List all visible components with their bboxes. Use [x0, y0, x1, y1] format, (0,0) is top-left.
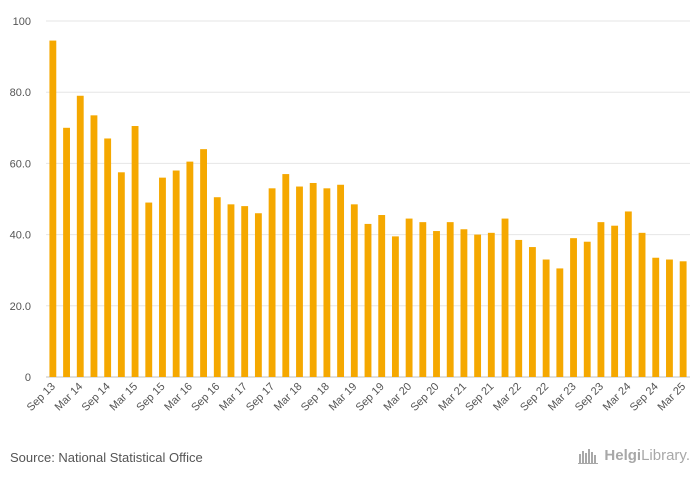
- bar: [76, 95, 84, 377]
- bar: [296, 186, 303, 377]
- bar: [104, 138, 112, 377]
- bar: [611, 225, 619, 377]
- bar: [268, 188, 276, 377]
- bar: [172, 170, 180, 377]
- x-tick-label: Mar 23: [546, 381, 579, 414]
- bar: [624, 211, 632, 377]
- brand-suffix: .: [685, 447, 690, 464]
- y-tick-label: 60.0: [10, 158, 31, 170]
- x-tick-label: Mar 22: [491, 381, 524, 414]
- x-tick-label: Mar 14: [53, 381, 86, 414]
- x-tick-label: Sep 24: [628, 381, 661, 414]
- y-tick-label: 20.0: [10, 301, 31, 313]
- bar: [446, 222, 454, 377]
- bar: [378, 215, 386, 377]
- bar: [131, 126, 139, 378]
- bar: [460, 229, 468, 377]
- bar: [501, 218, 509, 377]
- bar: [227, 204, 235, 377]
- x-tick-label: Sep 13: [25, 381, 58, 414]
- bar: [405, 218, 413, 377]
- x-tick-label: Mar 18: [272, 381, 305, 414]
- bar: [254, 213, 262, 377]
- x-tick-label: Sep 16: [189, 381, 222, 414]
- x-tick-label: Mar 24: [601, 381, 634, 414]
- bar: [49, 40, 57, 377]
- x-tick-label: Sep 17: [244, 381, 277, 414]
- bar: [487, 232, 495, 377]
- x-tick-label: Sep 22: [518, 381, 551, 414]
- bar: [364, 223, 372, 377]
- bar: [638, 232, 646, 377]
- x-tick-label: Mar 20: [382, 381, 415, 414]
- x-tick-label: Sep 20: [408, 381, 441, 414]
- bar: [652, 257, 660, 377]
- bar: [309, 182, 317, 377]
- chart-bars: [49, 40, 687, 378]
- brand-first: Helgi: [604, 447, 642, 464]
- x-tick-label: Sep 15: [134, 381, 167, 414]
- bar: [583, 241, 591, 377]
- y-axis-ticks: 0 20.0 40.0 60.0 80.0 100: [10, 16, 31, 384]
- bar: [350, 204, 358, 377]
- brand-second: Library: [641, 447, 686, 464]
- bar: [679, 261, 687, 377]
- x-tick-label: Mar 17: [217, 381, 250, 414]
- y-tick-label: 100: [13, 16, 31, 28]
- bar: [241, 206, 249, 377]
- bar: [419, 222, 427, 377]
- y-tick-label: 40.0: [10, 230, 31, 242]
- bar: [186, 161, 194, 377]
- bar: [556, 268, 564, 377]
- y-tick-label: 80.0: [10, 87, 31, 99]
- bar: [542, 259, 550, 377]
- x-tick-label: Mar 19: [327, 381, 360, 414]
- x-tick-label: Sep 19: [354, 381, 387, 414]
- bar: [282, 174, 290, 377]
- bar: [159, 177, 166, 377]
- library-icon: [578, 448, 599, 464]
- bar: [117, 172, 125, 377]
- bar: [391, 236, 399, 377]
- bar: [666, 259, 673, 377]
- bar: [145, 202, 153, 377]
- x-tick-label: Mar 16: [162, 381, 195, 414]
- x-tick-label: Sep 18: [299, 381, 332, 414]
- x-tick-label: Sep 21: [463, 381, 496, 414]
- bar: [323, 188, 331, 377]
- x-tick-label: Mar 25: [656, 381, 689, 414]
- bar: [570, 238, 577, 377]
- source-note: Source: National Statistical Office: [10, 450, 203, 465]
- bar: [529, 247, 536, 377]
- x-tick-label: Sep 14: [80, 381, 113, 414]
- bar: [90, 115, 98, 377]
- bar: [213, 197, 221, 377]
- x-tick-label: Mar 15: [107, 381, 140, 414]
- y-tick-label: 0: [25, 372, 31, 384]
- bar: [200, 149, 207, 377]
- bar: [597, 222, 605, 377]
- bar: [474, 234, 482, 377]
- bar: [63, 127, 70, 377]
- bar: [337, 184, 345, 377]
- bar: [515, 239, 523, 377]
- x-tick-label: Sep 23: [573, 381, 606, 414]
- helgilibrary-logo: HelgiLibrary.: [578, 447, 690, 464]
- bar: [433, 231, 440, 377]
- x-tick-label: Mar 21: [436, 381, 469, 414]
